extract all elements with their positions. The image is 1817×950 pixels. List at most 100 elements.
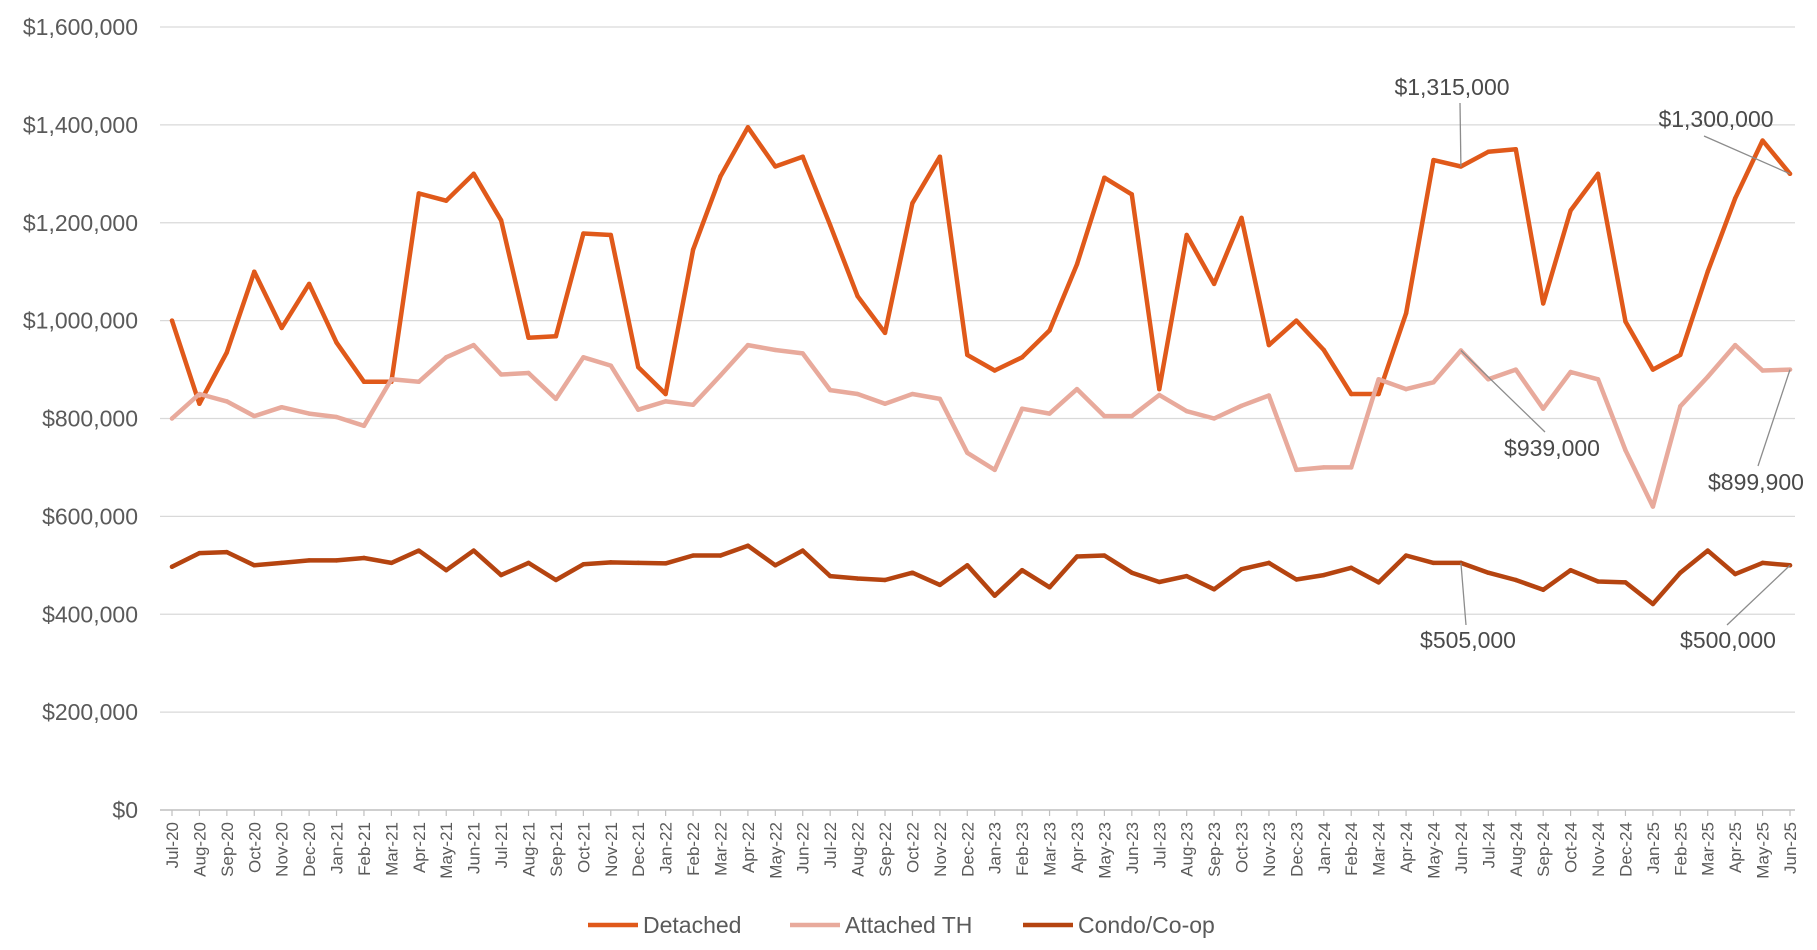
- x-tick-label: Jun-22: [794, 822, 813, 874]
- callout-annotations: $1,315,000 $1,300,000 $939,000 $899,900 $505…: [1394, 74, 1804, 653]
- data-point-condo-co-op: [1760, 560, 1765, 566]
- data-point-condo-co-op: [1623, 580, 1628, 585]
- data-point-attached-th: [1239, 403, 1244, 408]
- x-tick-label: Apr-22: [739, 822, 758, 873]
- data-point-condo-co-op: [389, 560, 394, 566]
- data-point-condo-co-op: [1074, 554, 1080, 559]
- data-point-attached-th: [1294, 467, 1299, 473]
- x-tick-label: Aug-21: [520, 822, 539, 877]
- data-point-attached-th: [773, 347, 778, 353]
- data-point-condo-co-op: [1705, 548, 1710, 553]
- data-point-detached: [965, 352, 970, 358]
- data-point-detached: [1349, 391, 1354, 397]
- x-tick-label: Dec-24: [1616, 822, 1635, 877]
- x-tick-label: Jun-25: [1781, 822, 1800, 874]
- data-point-detached: [992, 368, 997, 373]
- data-point-condo-co-op: [663, 561, 668, 566]
- x-tick-label: Nov-22: [931, 822, 950, 877]
- data-point-condo-co-op: [361, 555, 367, 561]
- data-point-condo-co-op: [910, 570, 915, 575]
- data-point-attached-th: [581, 355, 586, 360]
- data-point-condo-co-op: [498, 572, 504, 578]
- data-point-condo-co-op: [1266, 560, 1272, 566]
- data-point-detached: [444, 198, 449, 203]
- x-tick-label: Jul-20: [163, 822, 182, 868]
- data-point-detached: [663, 391, 668, 397]
- data-point-detached: [1486, 149, 1491, 154]
- data-point-detached: [718, 174, 723, 179]
- x-tick-label: May-24: [1424, 822, 1443, 879]
- data-point-condo-co-op: [1513, 577, 1518, 583]
- x-tick-label: Feb-24: [1342, 822, 1361, 876]
- data-point-condo-co-op: [471, 548, 476, 553]
- data-point-attached-th: [965, 450, 970, 455]
- y-tick-label: $800,000: [42, 406, 138, 432]
- y-tick-label: $1,400,000: [23, 112, 138, 138]
- data-point-attached-th: [361, 423, 367, 429]
- data-point-condo-co-op: [855, 576, 860, 581]
- data-point-detached: [1047, 328, 1052, 333]
- data-point-condo-co-op: [1568, 568, 1573, 573]
- data-point-attached-th: [910, 391, 915, 397]
- data-point-attached-th: [1403, 386, 1409, 392]
- x-tick-label: Aug-24: [1507, 822, 1526, 877]
- data-point-attached-th: [306, 411, 312, 416]
- data-point-attached-th: [1211, 416, 1217, 421]
- data-point-attached-th: [1650, 504, 1656, 509]
- x-tick-label: Mar-22: [711, 822, 730, 876]
- data-point-condo-co-op: [444, 568, 449, 573]
- x-tick-label: Jan-24: [1315, 822, 1334, 874]
- x-tick-label: Jul-24: [1479, 822, 1498, 868]
- data-point-attached-th: [1266, 393, 1272, 398]
- data-point-condo-co-op: [1376, 580, 1381, 585]
- data-point-attached-th: [1540, 406, 1546, 411]
- x-tick-label: Mar-21: [382, 822, 401, 876]
- data-point-attached-th: [444, 355, 449, 360]
- data-point-attached-th: [636, 407, 641, 412]
- x-tick-label: Jun-21: [465, 822, 484, 874]
- data-point-condo-co-op: [1294, 577, 1299, 582]
- data-point-condo-co-op: [1184, 573, 1189, 579]
- data-point-detached: [361, 379, 367, 384]
- x-tick-label: May-23: [1095, 822, 1114, 879]
- data-point-condo-co-op: [1678, 570, 1683, 575]
- y-tick-label: $0: [112, 797, 138, 823]
- data-point-condo-co-op: [581, 562, 586, 567]
- data-point-attached-th: [416, 379, 422, 384]
- data-point-condo-co-op: [608, 560, 613, 565]
- x-tick-label: Nov-24: [1589, 822, 1608, 877]
- callout-leader-line: [1703, 135, 1791, 175]
- x-tick-label: May-25: [1754, 822, 1773, 879]
- data-point-attached-th: [1157, 392, 1162, 398]
- y-tick-label: $1,200,000: [23, 210, 138, 236]
- data-point-detached: [526, 335, 531, 340]
- data-point-condo-co-op: [1157, 579, 1162, 585]
- data-point-detached: [581, 231, 586, 236]
- data-point-condo-co-op: [965, 563, 970, 568]
- data-point-detached: [937, 154, 943, 159]
- data-point-detached: [224, 350, 230, 355]
- callout-leader-line: [1460, 350, 1546, 433]
- data-point-condo-co-op: [773, 563, 778, 568]
- data-point-condo-co-op: [279, 560, 284, 566]
- data-point-attached-th: [389, 377, 394, 382]
- data-point-detached: [1102, 175, 1107, 180]
- data-point-attached-th: [1760, 368, 1765, 373]
- data-point-condo-co-op: [1211, 587, 1217, 592]
- data-point-detached: [1019, 355, 1025, 360]
- callout-label: $500,000: [1680, 627, 1776, 653]
- data-point-detached: [1211, 281, 1217, 287]
- x-tick-label: Sep-24: [1534, 822, 1553, 877]
- data-point-detached: [279, 325, 284, 331]
- data-point-condo-co-op: [827, 573, 833, 579]
- data-point-detached: [1705, 269, 1710, 274]
- x-tick-label: Aug-22: [849, 822, 868, 877]
- data-point-attached-th: [1595, 377, 1601, 382]
- data-point-attached-th: [1678, 404, 1683, 409]
- y-tick-label: $600,000: [42, 503, 138, 529]
- x-tick-label: Aug-23: [1178, 822, 1197, 877]
- y-tick-label: $1,000,000: [23, 308, 138, 334]
- legend: Detached Attached TH Condo/Co-op: [588, 912, 1215, 938]
- data-point-detached: [636, 364, 641, 370]
- data-point-detached: [1074, 262, 1080, 267]
